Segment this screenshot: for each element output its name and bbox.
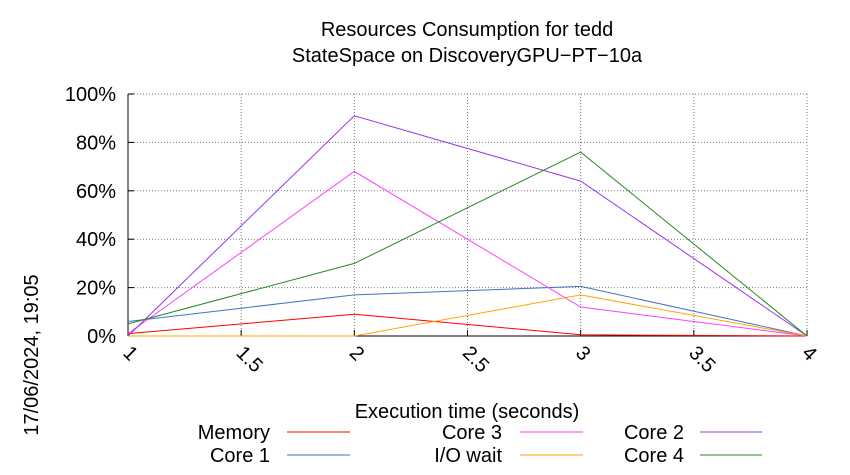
series-line-i-o-wait (128, 294, 808, 337)
y-tick-label: 60% (76, 181, 116, 203)
y-tick-label: 0% (87, 326, 116, 348)
series-lines (127, 115, 808, 337)
tick-labels: 0% 20% 40% 60% 80% 100% 1 1.5 2 2.5 3 3.5 4 (65, 84, 821, 377)
x-tick-label: 2.5 (458, 342, 493, 377)
legend-label-core-1: Core 1 (210, 445, 270, 467)
x-tick-label: 3.5 (684, 342, 719, 377)
y-tick-label: 80% (76, 132, 116, 154)
legend-label-memory: Memory (198, 422, 270, 444)
series-line-core-1 (127, 285, 808, 337)
legend-label-core-4: Core 4 (624, 445, 684, 467)
series-line-memory (127, 313, 808, 337)
y-tick-label: 20% (76, 278, 116, 300)
y-tick-label: 100% (65, 84, 116, 106)
series-line-core-4 (127, 151, 808, 337)
chart-title-line2: StateSpace on DiscoveryGPU−PT−10a (292, 45, 643, 67)
x-axis-label: Execution time (seconds) (355, 401, 580, 423)
x-tick-label: 1 (118, 342, 141, 365)
grid (128, 93, 808, 336)
legend-label-core-3: Core 3 (442, 422, 502, 444)
x-tick-label: 2 (345, 342, 368, 365)
x-tick-label: 1.5 (232, 342, 267, 377)
x-tick-label: 3 (571, 342, 594, 365)
legend-label-i-o-wait: I/O wait (434, 445, 502, 467)
legend-label-core-2: Core 2 (624, 422, 684, 444)
y-tick-label: 40% (76, 229, 116, 251)
x-tick-label: 4 (797, 342, 820, 365)
timestamp-label: 17/06/2024, 19:05 (21, 274, 43, 435)
series-line-core-3 (127, 170, 808, 337)
series-line-core-2 (127, 115, 808, 337)
chart-title-line1: Resources Consumption for tedd (321, 19, 613, 41)
